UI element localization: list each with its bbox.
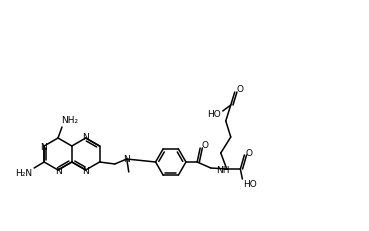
Text: HO: HO [207,110,221,119]
Text: N: N [82,133,89,142]
Text: NH: NH [216,166,229,175]
Text: O: O [246,148,253,157]
Text: O: O [202,141,208,150]
Text: H₂N: H₂N [15,169,33,178]
Text: N: N [123,154,130,163]
Text: N: N [55,167,61,176]
Text: HO: HO [244,180,257,189]
Text: O: O [236,85,243,94]
Text: N: N [82,167,89,176]
Text: N: N [40,142,46,151]
Text: NH₂: NH₂ [61,116,79,125]
